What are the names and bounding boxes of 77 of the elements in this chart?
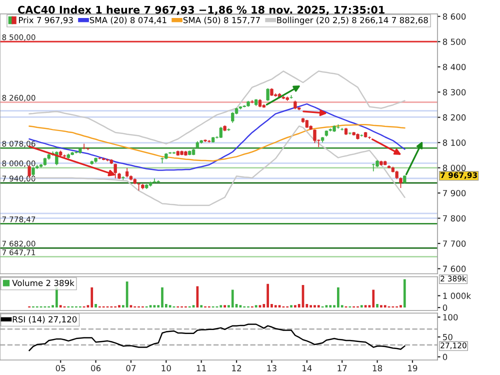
y-tick-label: 8 200	[442, 114, 466, 121]
y-tick-label: 8 300	[442, 89, 466, 96]
bar	[192, 305, 195, 308]
bar	[266, 284, 269, 308]
y-tick-label: 8 100	[442, 140, 466, 146]
bar	[153, 305, 156, 308]
y-tick-label: 8 000	[442, 164, 466, 172]
y-tick-label: 7 600	[443, 266, 466, 272]
bar	[168, 305, 172, 308]
bar	[90, 287, 94, 308]
bar	[149, 305, 152, 308]
bar	[231, 290, 234, 308]
x-tick-label: 10	[162, 365, 171, 372]
y-tick-label: 7 700	[443, 240, 466, 247]
candlestick	[399, 176, 402, 188]
legend-label: SMA (50) 8 157,77	[183, 16, 260, 24]
legend-label: Volume 2 389k	[12, 280, 74, 286]
bar	[254, 305, 258, 308]
bar	[329, 305, 332, 308]
x-tick-label: 07	[126, 365, 136, 372]
candlestick	[266, 88, 270, 102]
bar	[325, 305, 328, 308]
candlestick	[372, 163, 375, 172]
candlestick	[125, 168, 129, 178]
y-tick-label: 7 800	[443, 215, 466, 222]
bar	[220, 305, 222, 308]
y-tick-label: 8 400	[442, 64, 466, 70]
bar	[400, 305, 402, 308]
bar	[224, 305, 226, 308]
bar	[274, 305, 277, 308]
x-tick-label: 11	[196, 365, 206, 372]
candlestick	[313, 129, 316, 144]
bar	[380, 305, 382, 308]
bar	[337, 287, 340, 308]
bar	[310, 305, 312, 308]
bar	[200, 305, 203, 308]
x-tick-label: 17	[338, 365, 347, 372]
bar	[403, 279, 406, 308]
bar	[364, 305, 367, 308]
bar	[278, 305, 281, 308]
x-tick-label: 05	[56, 365, 66, 372]
bar	[376, 304, 378, 308]
y-tick-label: 0	[442, 304, 448, 311]
line-series	[28, 324, 406, 352]
x-tick-label: 18	[372, 365, 382, 372]
y-tick-label: 0	[442, 354, 448, 360]
x-tick-label: 13	[267, 365, 276, 372]
bar	[59, 305, 62, 308]
y-tick-label: 8 500	[442, 38, 466, 45]
bar	[317, 305, 320, 308]
legend-label: RSI (14) 27,120	[12, 316, 77, 324]
y-tick-label: 50	[443, 334, 452, 340]
bar	[94, 304, 97, 308]
x-tick-label: 06	[91, 365, 101, 372]
y-tick-label: 7 900	[443, 190, 466, 196]
x-tick-label: 19	[408, 365, 418, 372]
legend-label: SMA (20) 8 074,41	[90, 16, 166, 24]
bar	[118, 305, 120, 308]
bar	[161, 287, 164, 308]
bar	[130, 305, 132, 308]
candlestick	[152, 178, 156, 184]
bar	[384, 305, 386, 308]
y-tick-label: 100	[443, 314, 458, 320]
bar	[294, 305, 296, 308]
bar	[239, 305, 242, 308]
y-tick-label: 8 600	[442, 13, 466, 20]
bar	[290, 305, 292, 308]
bar	[258, 305, 262, 308]
x-tick-label: 14	[302, 365, 312, 372]
legend-label: Prix 7 967,93	[19, 16, 73, 24]
bar	[314, 305, 316, 308]
bar	[360, 305, 363, 308]
y-tick-label: 1 000k	[443, 292, 472, 299]
chart-title: CAC40 Index 1 heure 7 967,93 −1,86 % 18 nov. 2025, 17:35:01	[18, 6, 384, 16]
bar	[372, 290, 375, 308]
legend-label: Bollinger (20 2,5) 8 266,14 7 882,68	[277, 16, 428, 25]
x-tick-label: 12	[232, 365, 242, 372]
